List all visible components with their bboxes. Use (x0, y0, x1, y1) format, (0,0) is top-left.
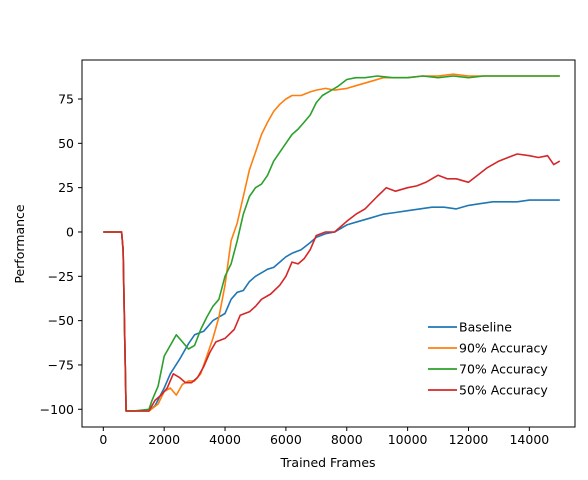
legend: Baseline 90% Accuracy 70% Accuracy 50% Accu… (428, 320, 548, 398)
legend-label: Baseline (459, 320, 512, 335)
series-line-1 (103, 73, 560, 412)
y-tick-label: −25 (48, 269, 74, 284)
legend-label: 90% Accuracy (459, 341, 548, 356)
y-axis-title: Performance (12, 204, 27, 284)
x-axis: 0 2000 4000 6000 8000 10000 12000 14000 (99, 427, 549, 447)
y-tick-label: 50 (58, 136, 74, 151)
x-tick-label: 0 (99, 432, 107, 447)
x-tick-label: 4000 (209, 432, 241, 447)
y-tick-label: −100 (40, 402, 74, 417)
series-line-2 (103, 75, 560, 412)
series-line-0 (103, 199, 560, 412)
plot-lines (103, 73, 561, 412)
x-tick-label: 8000 (331, 432, 363, 447)
plot-frame (81, 59, 576, 428)
y-tick-label: 25 (58, 180, 74, 195)
y-tick-label: 0 (66, 224, 74, 239)
y-axis: −100 −75 −50 −25 0 25 50 75 (40, 92, 82, 417)
legend-label: 70% Accuracy (459, 362, 548, 377)
x-tick-label: 6000 (270, 432, 302, 447)
x-tick-label: 12000 (449, 432, 489, 447)
legend-label: 50% Accuracy (459, 383, 548, 398)
y-tick-label: −75 (48, 357, 74, 372)
x-tick-label: 14000 (509, 432, 549, 447)
series-line-3 (103, 153, 561, 412)
y-tick-label: −50 (48, 313, 74, 328)
y-tick-label: 75 (58, 92, 74, 107)
x-tick-label: 10000 (388, 432, 428, 447)
x-tick-label: 2000 (148, 432, 180, 447)
x-axis-title: Trained Frames (279, 455, 375, 470)
